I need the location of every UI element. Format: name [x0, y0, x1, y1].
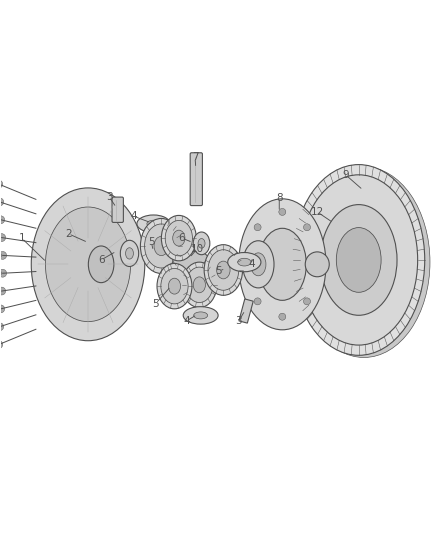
Ellipse shape — [31, 188, 145, 341]
Ellipse shape — [120, 240, 139, 266]
Circle shape — [0, 305, 5, 313]
Text: 4: 4 — [183, 316, 190, 326]
Text: 10: 10 — [191, 244, 204, 254]
Ellipse shape — [194, 312, 208, 319]
Circle shape — [0, 252, 7, 260]
Text: 4: 4 — [248, 260, 255, 269]
Circle shape — [304, 298, 311, 305]
Text: 9: 9 — [343, 170, 349, 180]
Ellipse shape — [193, 232, 210, 255]
Text: 3: 3 — [106, 192, 112, 201]
Circle shape — [0, 233, 6, 241]
Ellipse shape — [137, 215, 170, 232]
Ellipse shape — [198, 239, 205, 248]
Ellipse shape — [145, 224, 178, 268]
Ellipse shape — [208, 250, 239, 290]
Circle shape — [0, 198, 4, 206]
Ellipse shape — [228, 253, 261, 272]
Ellipse shape — [88, 246, 114, 282]
Circle shape — [0, 341, 3, 349]
Circle shape — [0, 252, 1, 260]
Circle shape — [0, 180, 3, 188]
Ellipse shape — [239, 199, 326, 330]
FancyBboxPatch shape — [112, 197, 124, 222]
Circle shape — [254, 224, 261, 231]
Text: 5: 5 — [152, 298, 159, 309]
Ellipse shape — [321, 205, 397, 316]
Ellipse shape — [157, 263, 192, 309]
Ellipse shape — [161, 269, 188, 304]
Text: 7: 7 — [192, 152, 198, 163]
Ellipse shape — [182, 262, 217, 308]
Circle shape — [279, 208, 286, 215]
Ellipse shape — [165, 221, 192, 256]
Text: 6: 6 — [98, 255, 104, 265]
Text: 3: 3 — [235, 316, 242, 326]
Circle shape — [0, 287, 6, 295]
Text: 1: 1 — [18, 233, 25, 243]
Circle shape — [0, 216, 5, 224]
Circle shape — [0, 323, 4, 330]
Ellipse shape — [193, 277, 205, 293]
Ellipse shape — [168, 278, 180, 294]
Ellipse shape — [258, 228, 306, 300]
Text: 4: 4 — [131, 211, 137, 221]
Ellipse shape — [336, 228, 381, 292]
Ellipse shape — [293, 165, 425, 356]
Ellipse shape — [204, 245, 243, 295]
Ellipse shape — [173, 230, 185, 246]
Circle shape — [279, 313, 286, 320]
Ellipse shape — [238, 259, 251, 266]
Ellipse shape — [126, 248, 134, 259]
Polygon shape — [239, 299, 253, 323]
Circle shape — [314, 261, 321, 268]
Ellipse shape — [141, 219, 182, 273]
FancyBboxPatch shape — [190, 153, 202, 206]
Circle shape — [244, 261, 251, 268]
Ellipse shape — [305, 252, 329, 277]
Circle shape — [0, 269, 1, 277]
Text: 5: 5 — [148, 238, 155, 247]
Ellipse shape — [251, 253, 266, 276]
Text: 12: 12 — [311, 207, 324, 217]
Ellipse shape — [217, 261, 230, 279]
Ellipse shape — [147, 220, 160, 227]
Circle shape — [254, 298, 261, 305]
Ellipse shape — [46, 207, 131, 321]
Text: 8: 8 — [276, 192, 283, 203]
Text: 5: 5 — [215, 266, 223, 276]
Ellipse shape — [300, 175, 418, 345]
Ellipse shape — [183, 306, 218, 324]
Ellipse shape — [243, 241, 274, 288]
Ellipse shape — [298, 167, 430, 358]
Circle shape — [0, 269, 7, 277]
Polygon shape — [172, 244, 208, 273]
Ellipse shape — [154, 236, 169, 256]
Ellipse shape — [161, 215, 196, 261]
Ellipse shape — [186, 267, 213, 303]
Circle shape — [304, 224, 311, 231]
Text: 6: 6 — [179, 233, 185, 243]
Text: 2: 2 — [65, 229, 72, 239]
